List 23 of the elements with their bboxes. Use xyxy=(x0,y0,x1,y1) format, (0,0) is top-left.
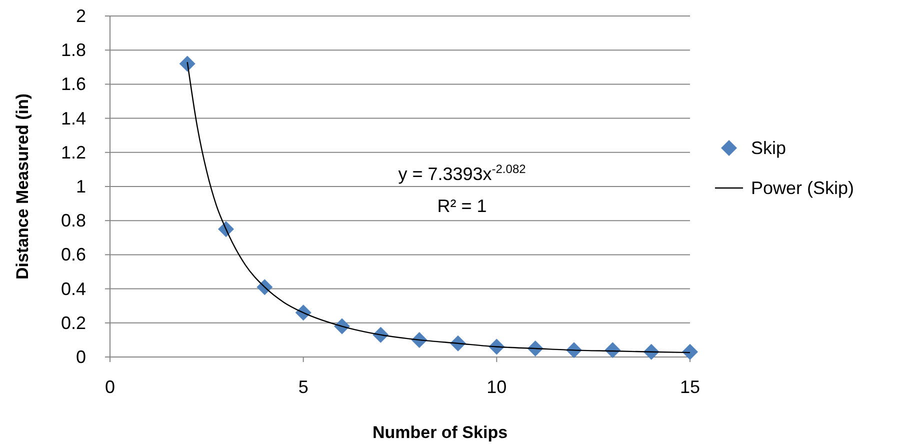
y-tick-label: 1.4 xyxy=(60,108,86,128)
y-tick-label: 0.4 xyxy=(60,278,86,299)
legend-label: Skip xyxy=(751,138,786,158)
y-tick-label: 0 xyxy=(76,347,86,367)
annotation: R² = 1 xyxy=(437,196,487,216)
y-tick-label: 1 xyxy=(76,176,86,196)
x-tick-label: 0 xyxy=(104,377,116,397)
y-tick-label: 2 xyxy=(76,6,86,26)
y-tick-label: 1.8 xyxy=(60,40,86,60)
point xyxy=(682,344,698,360)
x-tick-label: 5 xyxy=(298,377,308,397)
y-tick-label: 1.6 xyxy=(60,74,86,94)
x-axis-title: Number of Skips xyxy=(372,423,508,442)
y-tick-label: 0.8 xyxy=(60,210,86,231)
y-tick-label: 0.6 xyxy=(60,244,86,265)
y-tick-label: 1.2 xyxy=(60,142,86,162)
annotation: y = 7.3393x$^{-2.082}$ xyxy=(398,162,526,184)
x-tick-label: 10 xyxy=(486,377,507,397)
x-tick-label: 15 xyxy=(680,377,700,397)
legend-label: Power (Skip) xyxy=(751,178,854,198)
y-tick-label: 0.2 xyxy=(60,312,86,333)
point xyxy=(179,56,196,72)
y-axis-title: Distance Measured (in) xyxy=(13,93,32,280)
